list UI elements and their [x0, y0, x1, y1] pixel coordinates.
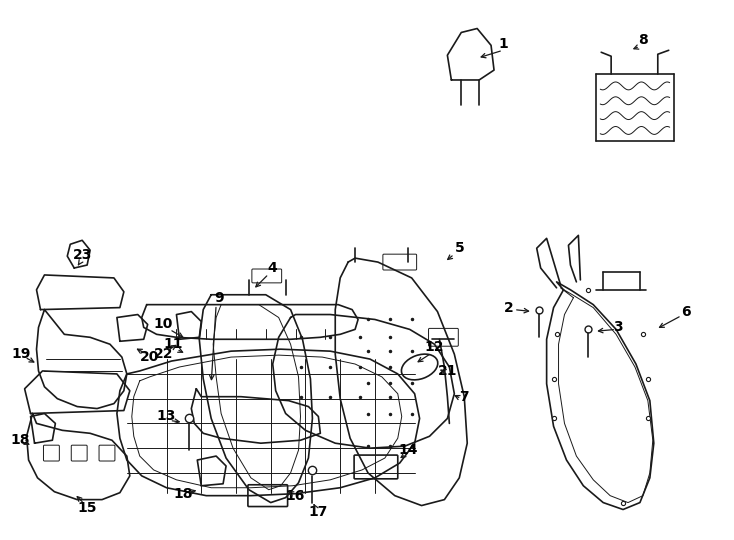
FancyBboxPatch shape [383, 254, 417, 270]
Text: 12: 12 [425, 340, 444, 354]
Text: 4: 4 [268, 261, 277, 275]
Text: 1: 1 [498, 37, 508, 51]
Text: 19: 19 [11, 347, 30, 361]
Text: 15: 15 [77, 501, 97, 515]
Text: 10: 10 [154, 318, 173, 332]
Text: 17: 17 [309, 505, 328, 519]
Text: 16: 16 [286, 489, 305, 503]
Text: 8: 8 [638, 33, 648, 48]
Text: 11: 11 [164, 337, 184, 351]
Text: 20: 20 [140, 350, 159, 364]
FancyBboxPatch shape [71, 445, 87, 461]
Text: 21: 21 [437, 364, 457, 378]
Text: 14: 14 [398, 443, 418, 457]
FancyBboxPatch shape [429, 328, 458, 346]
Text: 18: 18 [174, 487, 193, 501]
Text: 2: 2 [504, 301, 514, 315]
FancyBboxPatch shape [354, 455, 398, 479]
Text: 23: 23 [73, 248, 92, 262]
Text: 6: 6 [680, 305, 691, 319]
FancyBboxPatch shape [43, 445, 59, 461]
Text: 3: 3 [614, 320, 623, 334]
Text: 5: 5 [454, 241, 464, 255]
FancyBboxPatch shape [252, 269, 282, 283]
Text: 7: 7 [459, 390, 469, 404]
Text: 9: 9 [214, 291, 224, 305]
FancyBboxPatch shape [248, 485, 288, 507]
FancyBboxPatch shape [99, 445, 115, 461]
Text: 22: 22 [154, 347, 173, 361]
Text: 18: 18 [11, 433, 30, 447]
Text: 13: 13 [157, 409, 176, 423]
Ellipse shape [401, 354, 437, 380]
